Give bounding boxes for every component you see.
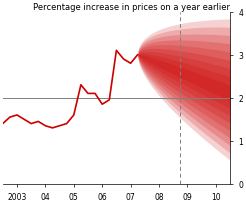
Text: Percentage increase in prices on a year earlier: Percentage increase in prices on a year … <box>33 3 230 12</box>
